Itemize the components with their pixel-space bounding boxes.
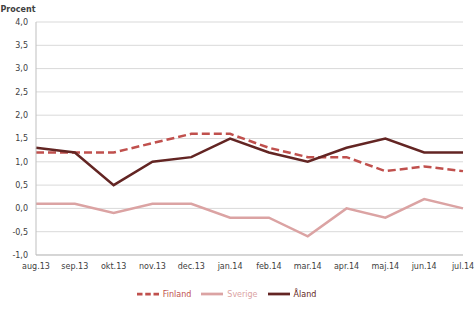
svg-text:apr.14: apr.14 — [334, 262, 359, 271]
svg-text:nov.13: nov.13 — [139, 262, 166, 271]
svg-text:aug.13: aug.13 — [22, 262, 50, 271]
svg-text:4,0: 4,0 — [15, 18, 28, 27]
html-text:Finland: Finland — [162, 289, 192, 299]
html-text:Sverige: Sverige — [227, 289, 258, 299]
svg-text:maj.14: maj.14 — [372, 262, 400, 271]
svg-text:1,5: 1,5 — [15, 134, 28, 143]
svg-text:2,5: 2,5 — [15, 88, 28, 97]
svg-text:dec.13: dec.13 — [178, 262, 205, 271]
html-text:Åland: Åland — [293, 289, 317, 299]
svg-text:jun.14: jun.14 — [411, 262, 437, 271]
svg-text:okt.13: okt.13 — [101, 262, 126, 271]
svg-text:-0,5: -0,5 — [12, 228, 28, 237]
svg-text:3,5: 3,5 — [15, 41, 28, 50]
svg-text:3,0: 3,0 — [15, 64, 28, 73]
svg-text:0,5: 0,5 — [15, 181, 28, 190]
svg-text:feb.14: feb.14 — [256, 262, 282, 271]
svg-text:-1,0: -1,0 — [12, 251, 28, 260]
svg-text:1,0: 1,0 — [15, 158, 28, 167]
svg-text:2,0: 2,0 — [15, 111, 28, 120]
svg-text:mar.14: mar.14 — [294, 262, 322, 271]
svg-text:jul.14: jul.14 — [451, 262, 467, 271]
svg-text:Procent: Procent — [8, 5, 36, 14]
svg-text:jan.14: jan.14 — [217, 262, 243, 271]
svg-text:sep.13: sep.13 — [61, 262, 88, 271]
svg-text:0,0: 0,0 — [15, 204, 28, 213]
